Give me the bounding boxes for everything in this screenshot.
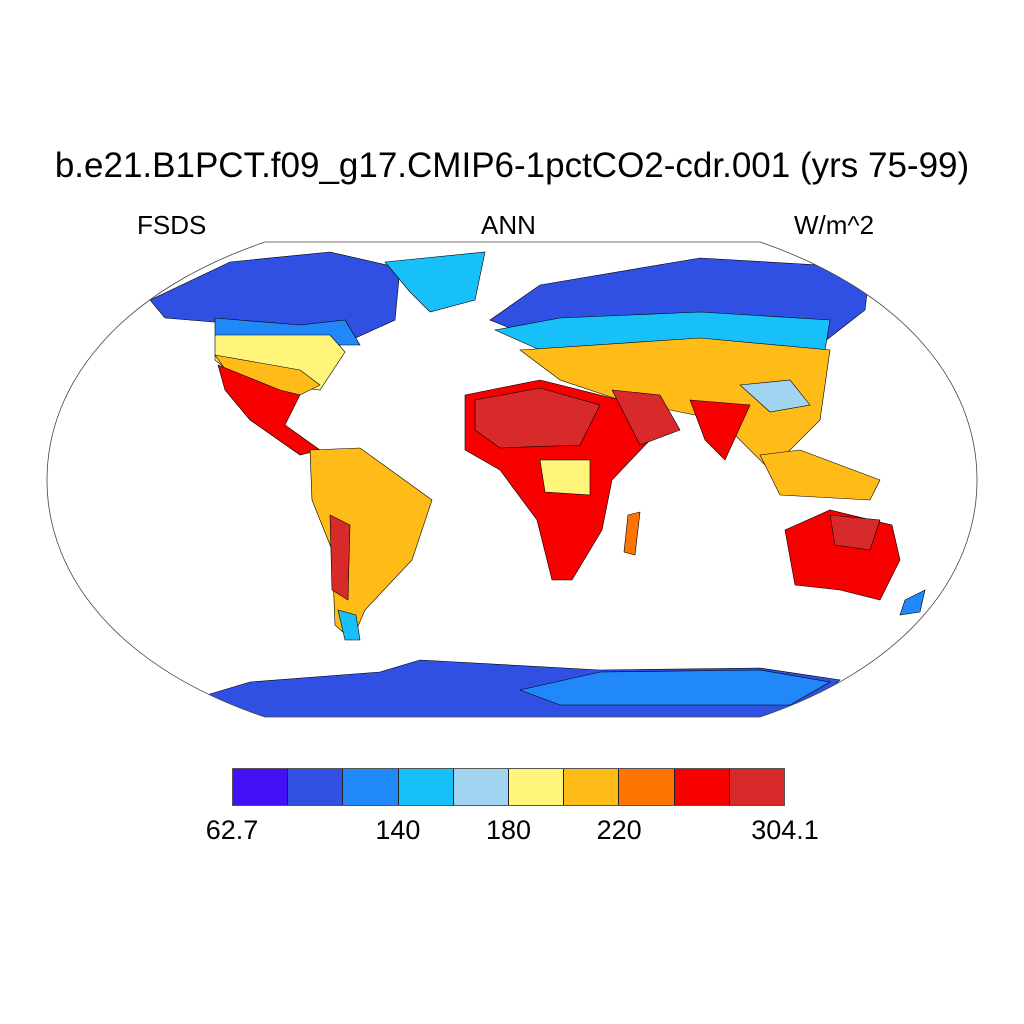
colorbar-label: 62.7 xyxy=(205,815,259,845)
india xyxy=(689,399,751,461)
colorbar-label: 180 xyxy=(485,815,532,845)
central-africa xyxy=(539,459,591,496)
new-zealand xyxy=(899,589,926,616)
colorbar-box xyxy=(233,769,289,805)
tibet xyxy=(739,379,811,413)
colorbar-box xyxy=(729,769,785,805)
colorbar xyxy=(232,768,785,806)
variable-label: FSDS xyxy=(137,210,207,240)
map-outline xyxy=(46,241,978,718)
colorbar-box xyxy=(619,769,675,805)
greenland xyxy=(384,251,486,313)
colorbar-box xyxy=(453,769,510,805)
colorbar-label: 220 xyxy=(596,815,642,845)
australia-north xyxy=(829,514,881,551)
units-label: W/m^2 xyxy=(794,210,875,240)
colorbar-box xyxy=(343,769,399,805)
season-label: ANN xyxy=(481,210,536,240)
colorbar-box xyxy=(509,769,565,805)
colorbar-box xyxy=(288,769,344,805)
colorbar-box xyxy=(398,769,454,805)
colorbar-label: 140 xyxy=(375,815,421,845)
south-america-tip xyxy=(337,609,361,641)
south-america-andes xyxy=(329,514,351,601)
colorbar-label: 304.1 xyxy=(751,815,819,845)
colorbar-box xyxy=(564,769,620,805)
madagascar xyxy=(623,511,641,556)
plot-title: b.e21.B1PCT.f09_g17.CMIP6-1pctCO2-cdr.00… xyxy=(54,146,970,185)
arabia xyxy=(611,389,681,446)
south-america xyxy=(309,447,433,641)
colorbar-box xyxy=(674,769,730,805)
sahara xyxy=(474,387,601,449)
antarctica-east xyxy=(518,669,831,706)
maritime-continent xyxy=(759,449,881,501)
